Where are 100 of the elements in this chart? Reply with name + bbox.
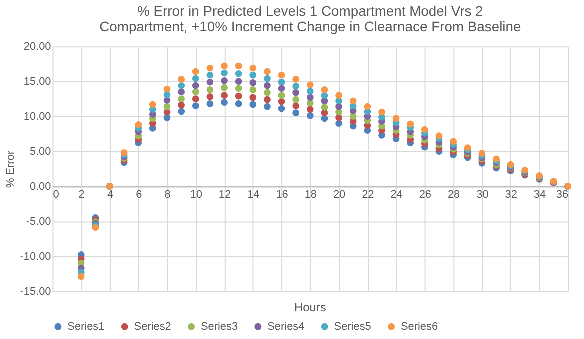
point — [206, 64, 214, 72]
point — [336, 103, 342, 110]
point — [292, 110, 300, 116]
point — [264, 89, 271, 96]
point — [292, 102, 300, 110]
point — [192, 75, 200, 82]
point — [221, 77, 228, 84]
point — [278, 105, 286, 112]
x-tick-label: 8 — [164, 188, 171, 201]
point — [164, 103, 171, 110]
y-tick-label: 10.00 — [24, 111, 52, 124]
x-tick-label: 0 — [53, 188, 60, 201]
point — [407, 120, 414, 128]
x-tick-label: 20 — [333, 188, 346, 201]
point — [192, 88, 200, 96]
x-tick-label: 18 — [304, 188, 317, 201]
point — [192, 96, 200, 103]
y-tick-label: -15.00 — [20, 286, 52, 298]
point — [364, 103, 372, 110]
x-tick-label: 26 — [419, 188, 432, 201]
point — [192, 68, 200, 76]
legend-label: Series2 — [134, 320, 172, 333]
point — [264, 75, 271, 82]
y-tick-label: -10.00 — [20, 250, 52, 263]
x-tick-label: 36 — [556, 188, 569, 201]
x-tick-label: 34 — [534, 188, 546, 201]
y-tick-label: 0.00 — [30, 180, 52, 193]
point — [336, 114, 342, 122]
point — [264, 68, 271, 76]
point — [192, 102, 200, 110]
point — [321, 86, 328, 94]
point — [292, 89, 300, 96]
point — [250, 64, 257, 72]
point — [206, 94, 214, 100]
point — [178, 102, 186, 109]
point — [235, 78, 242, 86]
point — [292, 83, 300, 90]
point — [378, 108, 386, 116]
point — [135, 122, 142, 128]
point — [264, 103, 271, 110]
point — [264, 96, 271, 104]
point — [292, 96, 300, 104]
point — [206, 86, 214, 94]
point — [306, 88, 314, 95]
point — [221, 92, 228, 100]
point — [278, 72, 286, 79]
point — [392, 115, 400, 122]
point — [78, 273, 85, 280]
point — [278, 92, 286, 100]
point — [250, 72, 257, 79]
point — [250, 94, 257, 102]
x-tick-label: 2 — [78, 188, 85, 201]
point — [250, 86, 257, 94]
x-tick-label: 32 — [505, 188, 518, 201]
point — [321, 104, 328, 111]
x-tick-label: 24 — [390, 188, 403, 201]
point — [278, 78, 286, 86]
y-axis-title: % Error — [5, 150, 18, 188]
x-tick-label: 4 — [107, 188, 114, 201]
point — [221, 99, 228, 106]
point — [264, 82, 271, 90]
x-tick-label: 10 — [190, 188, 202, 201]
point — [436, 132, 443, 140]
point — [250, 80, 257, 86]
x-tick-label: 6 — [136, 188, 142, 201]
point — [450, 138, 458, 146]
point — [235, 70, 242, 78]
point — [235, 100, 242, 108]
point — [464, 144, 472, 152]
point — [421, 126, 428, 134]
legend-label: Series4 — [268, 320, 305, 333]
x-tick-label: 28 — [448, 188, 460, 201]
point — [178, 88, 186, 96]
point — [292, 76, 300, 83]
point — [149, 101, 156, 108]
point — [350, 113, 357, 120]
point — [235, 62, 242, 70]
x-tick-label: 14 — [248, 188, 260, 201]
legend-label: Series3 — [200, 320, 238, 333]
x-tick-label: 22 — [362, 188, 374, 201]
point — [178, 108, 186, 116]
legend-label: Series5 — [334, 320, 372, 333]
point — [306, 106, 314, 113]
point — [235, 92, 242, 100]
x-tick-label: 16 — [276, 188, 288, 201]
point — [206, 72, 214, 79]
chart-title: % Error in Predicted Levels 1 Compartment Model Vrs 2 Compartment, +10% Increment Change in Clearnace From Baseline — [100, 2, 522, 35]
point — [221, 84, 228, 92]
legend-label: Series1 — [68, 320, 105, 333]
point — [306, 112, 314, 120]
point — [278, 85, 286, 92]
y-tick-label: -5.00 — [26, 216, 52, 228]
x-axis-title: Hours — [294, 300, 326, 314]
x-tick-label: 30 — [476, 188, 489, 201]
point — [206, 78, 214, 86]
y-tick-label: 5.00 — [30, 146, 52, 158]
point — [336, 108, 342, 116]
point — [350, 98, 357, 105]
point — [221, 70, 228, 77]
point — [221, 62, 228, 70]
